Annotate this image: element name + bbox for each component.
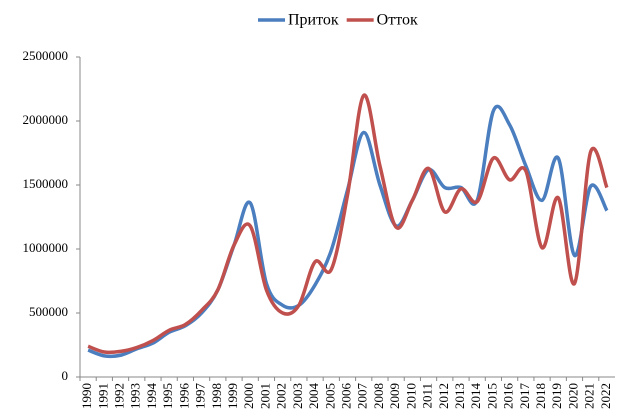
x-tick-label: 2019 bbox=[549, 383, 564, 409]
x-tick-label: 1999 bbox=[225, 383, 240, 409]
x-tick-label: 2012 bbox=[436, 383, 451, 409]
x-tick-label: 2001 bbox=[257, 383, 272, 409]
x-tick-label: 2009 bbox=[387, 383, 402, 409]
x-tick-label: 2003 bbox=[290, 383, 305, 409]
x-tick-label: 1992 bbox=[112, 383, 127, 409]
y-tick-label: 1500000 bbox=[23, 176, 69, 191]
x-tick-label: 2013 bbox=[452, 383, 467, 409]
x-tick-label: 2020 bbox=[565, 383, 580, 409]
series-line bbox=[87, 93, 609, 355]
x-tick-label: 2015 bbox=[484, 383, 499, 409]
x-tick-label: 1994 bbox=[144, 383, 159, 410]
series-line bbox=[87, 104, 609, 359]
legend-label: Отток bbox=[377, 12, 418, 29]
x-tick-label: 2022 bbox=[598, 383, 613, 409]
x-tick-label: 2010 bbox=[403, 383, 418, 409]
x-tick-label: 2008 bbox=[371, 383, 386, 409]
x-tick-label: 2000 bbox=[241, 383, 256, 409]
x-tick-label: 1996 bbox=[176, 383, 191, 410]
x-tick-label: 2004 bbox=[306, 383, 321, 410]
x-tick-label: 1995 bbox=[160, 383, 175, 409]
x-tick-label: 2018 bbox=[533, 383, 548, 409]
y-tick-label: 500000 bbox=[29, 304, 68, 319]
x-tick-label: 1997 bbox=[193, 383, 208, 410]
x-tick-label: 1998 bbox=[209, 383, 224, 409]
x-tick-label: 1991 bbox=[95, 383, 110, 409]
x-tick-label: 2007 bbox=[355, 383, 370, 410]
x-tick-label: 2016 bbox=[501, 383, 516, 410]
x-tick-label: 2021 bbox=[582, 383, 597, 409]
x-tick-label: 2014 bbox=[468, 383, 483, 410]
y-tick-label: 1000000 bbox=[23, 240, 69, 255]
y-tick-label: 2000000 bbox=[23, 112, 69, 127]
x-tick-label: 1990 bbox=[79, 383, 94, 409]
y-tick-label: 2500000 bbox=[23, 48, 69, 63]
x-tick-label: 2006 bbox=[338, 383, 353, 410]
x-tick-label: 2011 bbox=[420, 383, 435, 409]
x-tick-label: 2005 bbox=[322, 383, 337, 409]
y-tick-label: 0 bbox=[62, 368, 69, 383]
legend: Приток Отток bbox=[258, 12, 418, 29]
legend-label: Приток bbox=[288, 12, 339, 29]
x-tick-label: 2017 bbox=[517, 383, 532, 410]
x-tick-label: 2002 bbox=[274, 383, 289, 409]
x-tick-label: 1993 bbox=[128, 383, 143, 409]
